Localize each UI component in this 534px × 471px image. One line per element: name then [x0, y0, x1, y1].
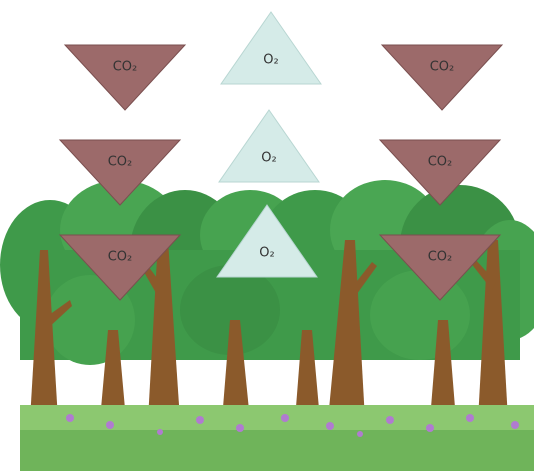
co2-label: CO₂	[430, 60, 455, 75]
molecules: CO₂ CO₂ CO₂ CO₂ CO₂ CO₂ O₂ O₂ O₂	[60, 12, 502, 300]
co2-label: CO₂	[428, 155, 453, 170]
o2-label: O₂	[261, 151, 276, 166]
o2-triangle	[219, 110, 319, 182]
co2-label: CO₂	[113, 60, 138, 75]
co2-triangle	[65, 45, 185, 110]
grass	[20, 405, 534, 471]
o2-label: O₂	[259, 246, 274, 261]
co2-label: CO₂	[108, 155, 133, 170]
o2-label: O₂	[263, 53, 278, 68]
co2-label: CO₂	[108, 250, 133, 265]
co2-triangle	[382, 45, 502, 110]
o2-triangle	[221, 12, 321, 84]
forest-illustration: CO₂ CO₂ CO₂ CO₂ CO₂ CO₂ O₂ O₂ O₂	[0, 0, 534, 471]
co2-label: CO₂	[428, 250, 453, 265]
